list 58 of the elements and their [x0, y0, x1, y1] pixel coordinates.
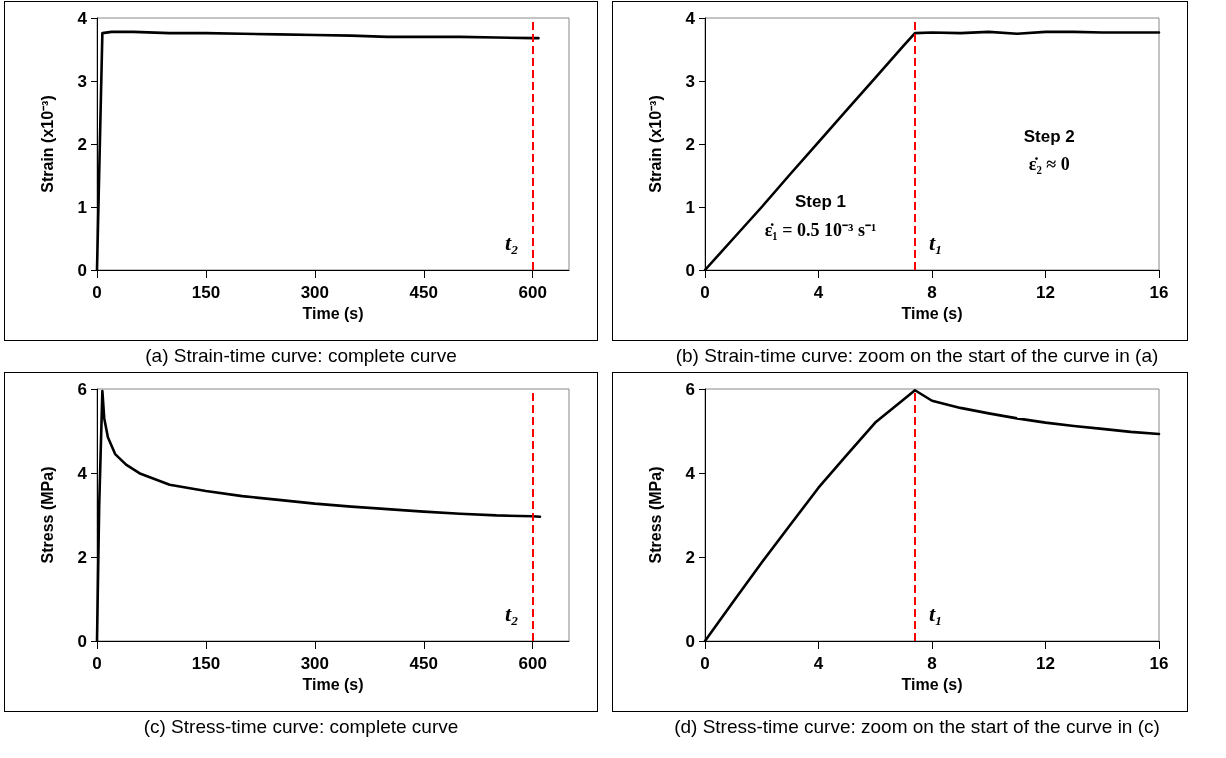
y-tick-label: 1: [77, 197, 87, 217]
x-tick-label: 16: [1149, 654, 1169, 673]
y-tick-label: 0: [77, 260, 87, 280]
x-tick-label: 300: [300, 654, 330, 673]
y-tick-label: 2: [685, 134, 695, 154]
x-tick-label: 150: [191, 283, 221, 302]
x-tick-label: 0: [700, 283, 710, 302]
y-tick-label: 0: [685, 260, 695, 280]
x-tick-label: 600: [518, 654, 547, 673]
y-tick-label: 0: [685, 631, 695, 651]
y-tick-label: 1: [685, 197, 695, 217]
x-tick-label: 0: [700, 654, 710, 673]
x-axis-title: Time (s): [901, 305, 963, 323]
annotation: ε̇₁ = 0.5 10⁻³ s⁻¹: [764, 219, 877, 240]
y-tick-label: 3: [685, 71, 695, 91]
ref-line-label: t₂: [504, 600, 519, 626]
y-axis-title: Stress (MPa): [646, 466, 664, 564]
x-tick-label: 450: [409, 283, 438, 302]
x-tick-label: 150: [191, 654, 221, 673]
y-tick-label: 6: [685, 379, 695, 399]
annotation: Step 2: [1023, 126, 1075, 146]
x-tick-label: 0: [92, 654, 102, 673]
x-tick-label: 8: [927, 283, 937, 302]
x-tick-label: 600: [518, 283, 547, 302]
y-tick-label: 0: [77, 631, 87, 651]
x-tick-label: 4: [813, 654, 824, 673]
x-axis-title: Time (s): [302, 676, 364, 694]
text: (d) Stress-time curve: zoom on the start of the curve in (c): [673, 716, 1161, 738]
y-tick-label: 2: [77, 134, 87, 154]
text: (b) Strain-time curve: zoom on the start of the curve in (a): [674, 345, 1160, 367]
x-tick-label: 450: [409, 654, 438, 673]
y-tick-label: 2: [77, 547, 87, 567]
y-tick-label: 2: [685, 547, 695, 567]
y-axis-title: Stress (MPa): [38, 466, 56, 564]
y-axis-title: Strain (x10⁻³): [38, 95, 56, 193]
y-tick-label: 3: [77, 71, 87, 91]
text: (a) Strain-time curve: complete curve: [144, 345, 458, 367]
x-tick-label: 0: [92, 283, 102, 302]
y-axis-title: Strain (x10⁻³): [646, 95, 664, 193]
x-axis-title: Time (s): [302, 305, 364, 323]
ref-line-label: t₁: [928, 600, 943, 626]
text: (c) Stress-time curve: complete curve: [142, 716, 460, 738]
annotation: Step 1: [794, 192, 846, 212]
y-tick-label: 4: [685, 8, 696, 28]
ref-line-label: t₁: [928, 229, 943, 255]
x-tick-label: 8: [927, 654, 937, 673]
x-tick-label: 12: [1036, 283, 1055, 302]
x-tick-label: 12: [1036, 654, 1055, 673]
x-axis-title: Time (s): [901, 676, 963, 694]
annotation: ε̇₂ ≈ 0: [1028, 154, 1070, 175]
y-tick-label: 4: [77, 463, 88, 483]
y-tick-label: 4: [685, 463, 696, 483]
y-tick-label: 4: [77, 8, 88, 28]
ref-line-label: t₂: [504, 229, 519, 255]
x-tick-label: 16: [1149, 283, 1169, 302]
y-tick-label: 6: [77, 379, 87, 399]
x-tick-label: 4: [813, 283, 824, 302]
x-tick-label: 300: [300, 283, 330, 302]
